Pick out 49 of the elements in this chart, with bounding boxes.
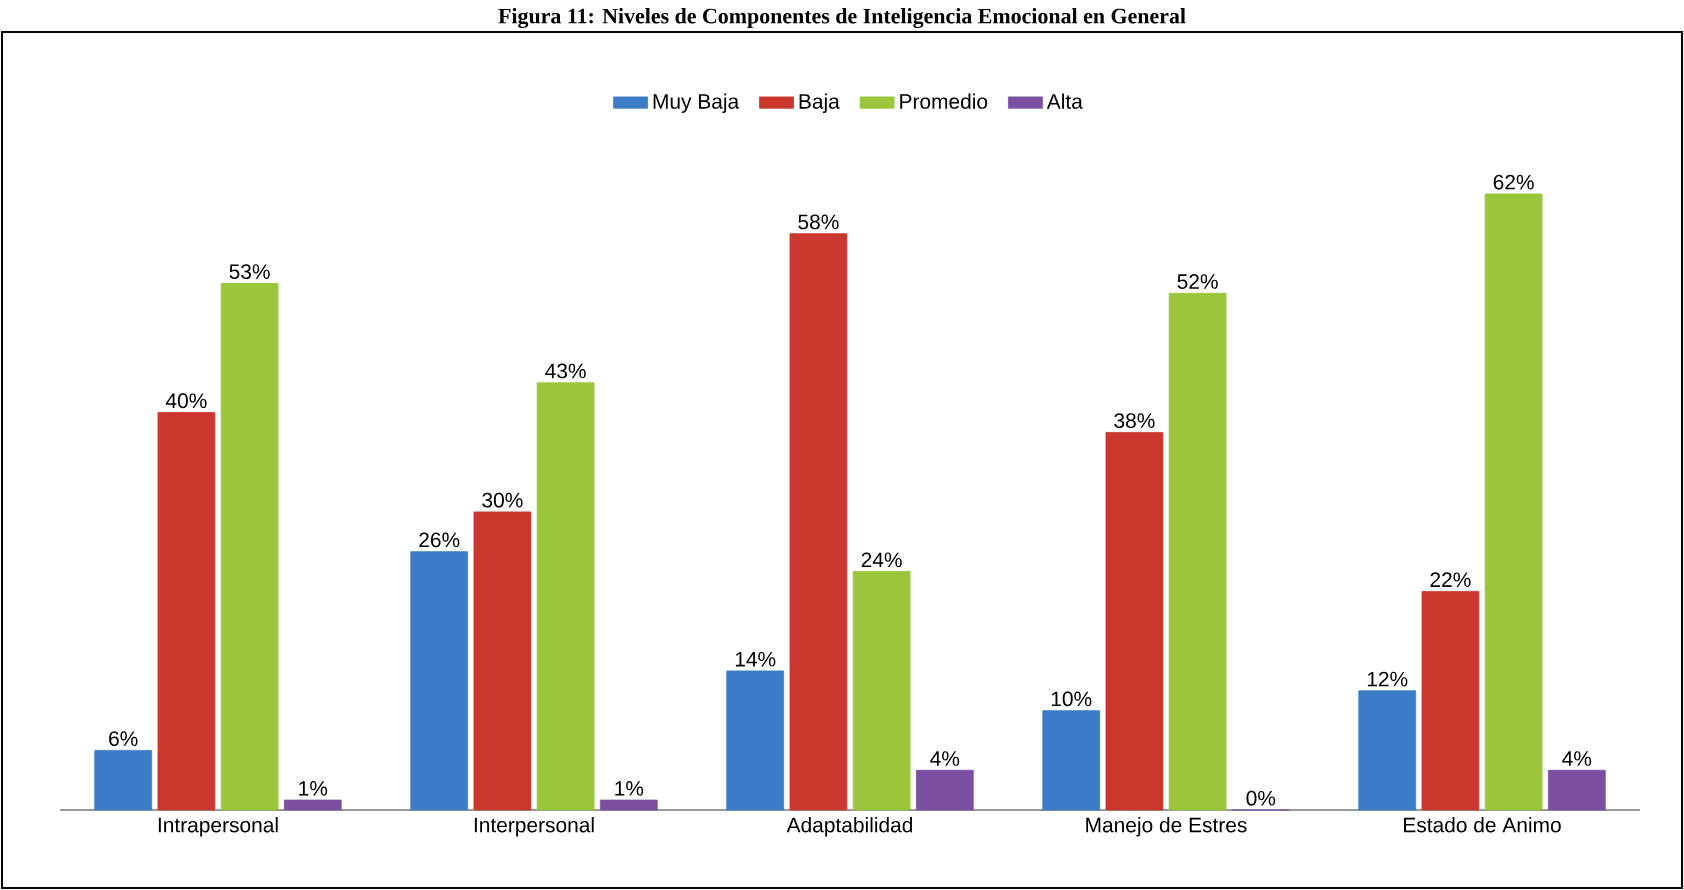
legend-label: Alta xyxy=(1046,93,1083,109)
data-label: 1% xyxy=(615,781,644,796)
legend-label: Baja xyxy=(799,93,840,113)
x-tick-label: Adaptabilidad xyxy=(786,817,913,837)
data-label: 14% xyxy=(735,651,776,667)
x-tick-label: Interpersonal xyxy=(474,817,594,837)
data-label: 4% xyxy=(1562,751,1592,766)
bar xyxy=(1042,710,1101,811)
chart-title: Figura 11: Niveles de Componentes de Inteligencia Emocional en General xyxy=(498,8,1186,29)
bar xyxy=(1547,769,1606,811)
x-tick-label: Intrapersonal xyxy=(158,817,278,837)
bar xyxy=(283,799,342,811)
data-label: 22% xyxy=(1430,572,1471,588)
x-tick-label: Estado de Animo xyxy=(1404,817,1561,833)
data-label: 62% xyxy=(1493,174,1534,190)
data-label: 40% xyxy=(165,393,207,409)
bar xyxy=(410,551,469,811)
bar xyxy=(726,670,785,811)
legend-label: Muy Baja xyxy=(653,93,740,113)
bar xyxy=(1358,690,1417,811)
bar xyxy=(536,382,595,811)
data-label: 43% xyxy=(545,363,586,379)
data-label: 4% xyxy=(930,751,960,766)
bar xyxy=(94,749,153,811)
bar xyxy=(1421,590,1480,811)
data-label: 6% xyxy=(109,731,138,747)
data-label: 38% xyxy=(1114,413,1155,429)
bar xyxy=(1105,432,1164,811)
bar xyxy=(157,412,216,811)
data-label: 52% xyxy=(1177,274,1218,289)
data-label: 26% xyxy=(419,532,460,548)
data-label: 30% xyxy=(482,492,523,508)
data-label: 0% xyxy=(1246,790,1276,806)
bar xyxy=(789,233,848,811)
data-label: 53% xyxy=(229,264,270,279)
bar xyxy=(1484,193,1543,811)
data-label: 58% xyxy=(798,214,839,230)
data-label: 24% xyxy=(861,552,902,568)
bar xyxy=(852,571,911,811)
bar xyxy=(915,769,974,811)
bar xyxy=(220,282,279,811)
bar xyxy=(1168,292,1227,811)
x-tick-label: Manejo de Estres xyxy=(1086,817,1247,837)
data-label: 1% xyxy=(299,781,328,796)
bar xyxy=(473,511,532,811)
bar xyxy=(599,799,658,811)
data-label: 12% xyxy=(1367,671,1408,687)
legend-label: Promedio xyxy=(900,93,988,109)
data-label: 10% xyxy=(1051,691,1092,707)
